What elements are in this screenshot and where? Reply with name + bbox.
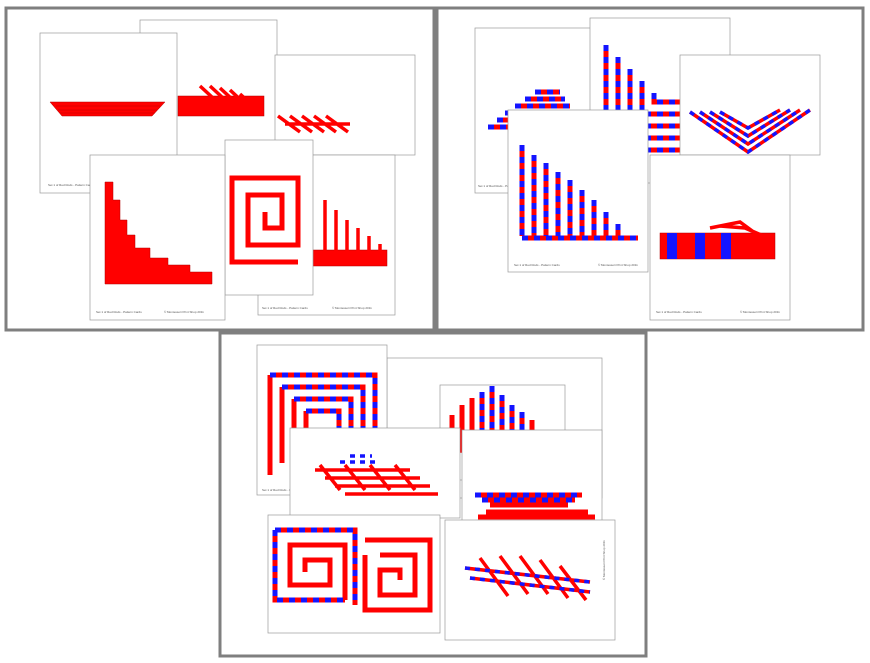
card-caption: Set 1 of Red Rods - Pattern Cards — [48, 183, 94, 187]
card — [289, 427, 461, 519]
card-credit: © Montessori Print Shop 2011 — [740, 310, 780, 314]
card: Set 1 of Red Rods - Pattern Cards © Mont… — [89, 154, 226, 321]
card-credit: © Montessori Print Shop 2011 — [332, 306, 372, 310]
card-caption: Set 1 of Red Rods - Pattern Cards — [514, 263, 560, 267]
card: © Montessori Print Shop 2011 — [444, 519, 616, 641]
card — [679, 54, 821, 156]
card-credit: © Montessori Print Shop 2011 — [164, 310, 204, 314]
card-caption: Set 1 of Red Rods - Pattern Cards — [262, 306, 308, 310]
card-caption: Set 1 of Red Rods - Pattern Cards — [656, 310, 702, 314]
card-caption: Set 1 of Red Rods - Pattern Cards — [96, 310, 142, 314]
card — [461, 429, 603, 523]
card: Set 1 of Red Rods - Pattern Cards © Mont… — [507, 109, 649, 273]
card-caption: Set 1 of Red Rods - Pattern Cards — [478, 184, 524, 188]
card-caption: Set 1 of Red Rods - Pattern Cards — [262, 488, 308, 492]
card-credit: © Montessori Print Shop 2011 — [602, 540, 606, 580]
card — [267, 514, 441, 634]
card-credit: © Montessori Print Shop 2011 — [598, 263, 638, 267]
card — [224, 139, 314, 296]
card: Set 1 of Red Rods - Pattern Cards © Mont… — [649, 154, 791, 321]
